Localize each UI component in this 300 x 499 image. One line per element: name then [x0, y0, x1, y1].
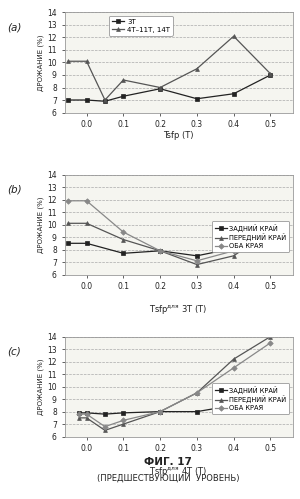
Text: (a): (a)	[7, 22, 22, 32]
ПЕРЕДНИЙ КРАЙ	[195, 390, 199, 396]
Text: (b): (b)	[7, 185, 22, 195]
Text: (ПРЕДШЕСТВУЮЩИЙ  УРОВЕНЬ): (ПРЕДШЕСТВУЮЩИЙ УРОВЕНЬ)	[97, 473, 239, 483]
ЗАДНИЙ КРАЙ	[268, 396, 272, 402]
ЗАДНИЙ КРАЙ	[158, 248, 162, 254]
ЗАДНИЙ КРАЙ	[122, 410, 125, 416]
4T–11T, 14T	[232, 33, 236, 39]
Text: Tsfp$^{\mathregular{для}}$ 4T (T): Tsfp$^{\mathregular{для}}$ 4T (T)	[149, 465, 208, 478]
ПЕРЕДНИЙ КРАЙ	[158, 409, 162, 415]
ПЕРЕДНИЙ КРАЙ	[85, 220, 88, 226]
4T–11T, 14T	[158, 84, 162, 90]
ПЕРЕДНИЙ КРАЙ	[158, 248, 162, 254]
4T–11T, 14T	[103, 97, 107, 103]
3T	[232, 91, 236, 97]
Y-axis label: ДРОЖАНИЕ (%): ДРОЖАНИЕ (%)	[38, 196, 44, 253]
ОБА КРАЯ	[195, 258, 199, 264]
ОБА КРАЯ	[85, 198, 88, 204]
ЗАДНИЙ КРАЙ	[85, 241, 88, 247]
ОБА КРАЯ	[85, 411, 88, 417]
4T–11T, 14T	[122, 77, 125, 83]
ОБА КРАЯ	[122, 417, 125, 423]
Line: ОБА КРАЯ: ОБА КРАЯ	[66, 199, 272, 263]
Y-axis label: ДРОЖАНИЕ (%): ДРОЖАНИЕ (%)	[38, 34, 44, 91]
ПЕРЕДНИЙ КРАЙ	[122, 237, 125, 243]
X-axis label: Tsfp (T): Tsfp (T)	[163, 131, 194, 140]
ЗАДНИЙ КРАЙ	[232, 402, 236, 408]
ЗАДНИЙ КРАЙ	[232, 246, 236, 251]
ОБА КРАЯ	[268, 232, 272, 238]
ЗАДНИЙ КРАЙ	[77, 410, 81, 416]
ПЕРЕДНИЙ КРАЙ	[122, 421, 125, 427]
ПЕРЕДНИЙ КРАЙ	[268, 334, 272, 340]
ЗАДНИЙ КРАЙ	[103, 411, 107, 417]
ПЕРЕДНИЙ КРАЙ	[232, 253, 236, 259]
ОБА КРАЯ	[122, 229, 125, 235]
ОБА КРАЯ	[158, 409, 162, 415]
3T	[268, 72, 272, 78]
ПЕРЕДНИЙ КРАЙ	[232, 356, 236, 362]
Legend: 3T, 4T–11T, 14T: 3T, 4T–11T, 14T	[109, 16, 173, 35]
4T–11T, 14T	[195, 66, 199, 72]
ПЕРЕДНИЙ КРАЙ	[103, 427, 107, 433]
4T–11T, 14T	[268, 71, 272, 77]
Text: (c): (c)	[8, 347, 21, 357]
ЗАДНИЙ КРАЙ	[195, 253, 199, 259]
ОБА КРАЯ	[77, 411, 81, 417]
Legend: ЗАДНИЙ КРАЙ, ПЕРЕДНИЙ КРАЙ, ОБА КРАЯ: ЗАДНИЙ КРАЙ, ПЕРЕДНИЙ КРАЙ, ОБА КРАЯ	[212, 383, 289, 414]
ЗАДНИЙ КРАЙ	[268, 241, 272, 247]
3T	[158, 86, 162, 92]
Line: 3T: 3T	[66, 73, 272, 103]
ОБА КРАЯ	[66, 198, 70, 204]
ПЕРЕДНИЙ КРАЙ	[195, 261, 199, 267]
ОБА КРАЯ	[103, 424, 107, 430]
4T–11T, 14T	[85, 58, 88, 64]
ПЕРЕДНИЙ КРАЙ	[268, 228, 272, 234]
Line: ОБА КРАЯ: ОБА КРАЯ	[77, 341, 272, 429]
ОБА КРАЯ	[232, 248, 236, 254]
Text: ФИГ. 17: ФИГ. 17	[144, 457, 192, 467]
Line: ЗАДНИЙ КРАЙ: ЗАДНИЙ КРАЙ	[66, 242, 272, 258]
Y-axis label: ДРОЖАНИЕ (%): ДРОЖАНИЕ (%)	[38, 358, 44, 415]
ОБА КРАЯ	[268, 340, 272, 346]
ПЕРЕДНИЙ КРАЙ	[77, 415, 81, 421]
ПЕРЕДНИЙ КРАЙ	[66, 220, 70, 226]
3T	[103, 98, 107, 104]
Legend: ЗАДНИЙ КРАЙ, ПЕРЕДНИЙ КРАЙ, ОБА КРАЯ: ЗАДНИЙ КРАЙ, ПЕРЕДНИЙ КРАЙ, ОБА КРАЯ	[212, 221, 289, 252]
ЗАДНИЙ КРАЙ	[66, 241, 70, 247]
Line: 4T–11T, 14T: 4T–11T, 14T	[66, 34, 272, 102]
3T	[122, 93, 125, 99]
ПЕРЕДНИЙ КРАЙ	[85, 415, 88, 421]
ЗАДНИЙ КРАЙ	[158, 409, 162, 415]
ОБА КРАЯ	[158, 248, 162, 254]
ЗАДНИЙ КРАЙ	[122, 250, 125, 256]
Line: ПЕРЕДНИЙ КРАЙ: ПЕРЕДНИЙ КРАЙ	[66, 222, 272, 266]
Text: Tsfp$^{\mathregular{для}}$ 3T (T): Tsfp$^{\mathregular{для}}$ 3T (T)	[149, 302, 208, 315]
ЗАДНИЙ КРАЙ	[85, 410, 88, 416]
3T	[195, 96, 199, 102]
3T	[85, 97, 88, 103]
Line: ЗАДНИЙ КРАЙ: ЗАДНИЙ КРАЙ	[77, 397, 272, 416]
Line: ПЕРЕДНИЙ КРАЙ: ПЕРЕДНИЙ КРАЙ	[77, 335, 272, 432]
3T	[66, 97, 70, 103]
ЗАДНИЙ КРАЙ	[195, 409, 199, 415]
ОБА КРАЯ	[195, 390, 199, 396]
ОБА КРАЯ	[232, 365, 236, 371]
4T–11T, 14T	[66, 58, 70, 64]
